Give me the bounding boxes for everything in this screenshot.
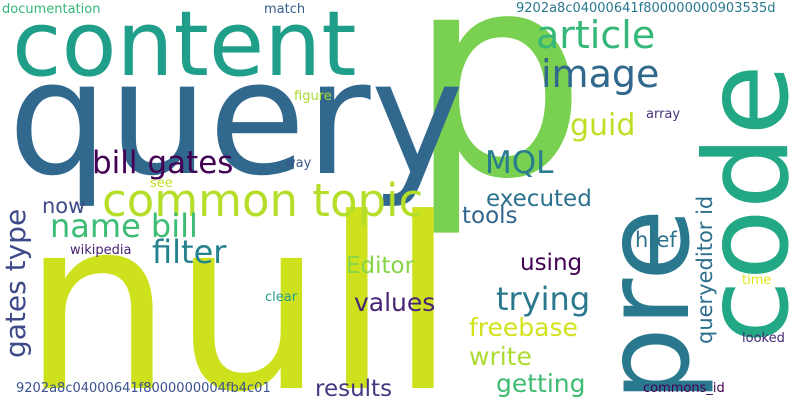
word-href: href bbox=[635, 228, 677, 252]
word-time: time bbox=[742, 273, 772, 288]
word-name-bill: name bill bbox=[50, 207, 198, 245]
word-guid: guid bbox=[570, 108, 636, 143]
word-query: query bbox=[8, 27, 465, 211]
word-content: content bbox=[12, 0, 357, 97]
word-write: write bbox=[469, 342, 532, 371]
word-null: null bbox=[22, 168, 456, 400]
word-trying: trying bbox=[496, 280, 591, 318]
word-article: article bbox=[536, 13, 656, 57]
word-mql: MQL bbox=[485, 145, 554, 181]
word-getting: getting bbox=[496, 369, 586, 398]
word-commons-id: commons_id bbox=[643, 381, 725, 396]
word-results: results bbox=[315, 376, 393, 400]
word-using: using bbox=[520, 250, 583, 276]
word-now: now bbox=[42, 194, 86, 218]
word-values: values bbox=[354, 288, 436, 317]
word-executed: executed bbox=[486, 186, 592, 212]
word-documentation: documentation bbox=[2, 2, 101, 17]
word-filter: filter bbox=[152, 233, 227, 271]
word-array: array bbox=[646, 107, 681, 122]
word-freebase: freebase bbox=[469, 313, 578, 342]
word-tools: tools bbox=[462, 203, 518, 229]
word-p: p bbox=[408, 0, 588, 241]
word-guid-4fb4c01: 9202a8c04000641f8000000004fb4c01 bbox=[16, 381, 271, 396]
word-looked: looked bbox=[742, 331, 785, 346]
word-common-topic: common topic bbox=[102, 174, 424, 227]
word-wikipedia: wikipedia bbox=[70, 243, 132, 258]
word-clear: clear bbox=[265, 290, 298, 305]
word-figure: figure bbox=[294, 89, 332, 104]
word-editor: Editor bbox=[346, 253, 415, 279]
word-match: match bbox=[264, 2, 306, 17]
word-guid-903535d: 9202a8c04000641f800000000903535d bbox=[516, 1, 776, 16]
word-see: see bbox=[150, 176, 173, 191]
word-way: way bbox=[285, 156, 312, 171]
word-bill-gates: bill gates bbox=[92, 145, 234, 181]
word-queryeditor-id: queryeditor id bbox=[693, 195, 717, 344]
word-image: image bbox=[541, 52, 660, 96]
